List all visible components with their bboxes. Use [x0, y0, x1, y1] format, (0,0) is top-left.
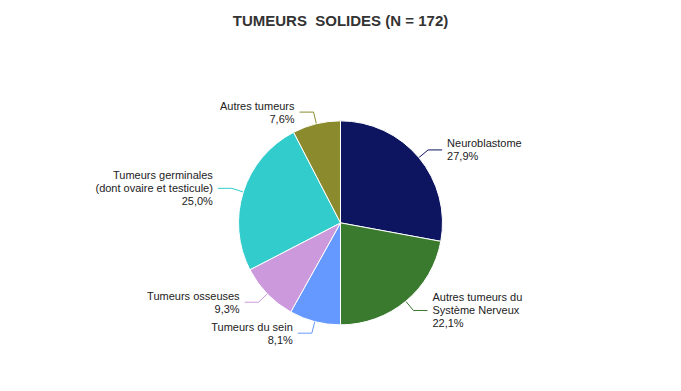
svg-text:Autres tumeurs: Autres tumeurs [220, 100, 295, 112]
svg-text:8,1%: 8,1% [268, 334, 293, 346]
svg-text:Tumeurs germinales: Tumeurs germinales [113, 169, 213, 181]
svg-text:Tumeurs du sein: Tumeurs du sein [211, 321, 293, 333]
svg-text:9,3%: 9,3% [215, 303, 240, 315]
svg-text:7,6%: 7,6% [269, 113, 294, 125]
svg-text:(dont ovaire et testicule): (dont ovaire et testicule) [95, 182, 212, 194]
svg-text:27,9%: 27,9% [447, 150, 478, 162]
svg-text:Neuroblastome: Neuroblastome [447, 137, 522, 149]
svg-text:Autres tumeurs du: Autres tumeurs du [432, 291, 522, 303]
svg-text:TUMEURS SOLIDES (N = 172): TUMEURS SOLIDES (N = 172) [233, 12, 448, 29]
svg-text:Système Nerveux: Système Nerveux [432, 304, 519, 316]
svg-text:25,0%: 25,0% [182, 195, 213, 207]
svg-text:Tumeurs osseuses: Tumeurs osseuses [147, 290, 240, 302]
svg-text:22,1%: 22,1% [432, 317, 463, 329]
